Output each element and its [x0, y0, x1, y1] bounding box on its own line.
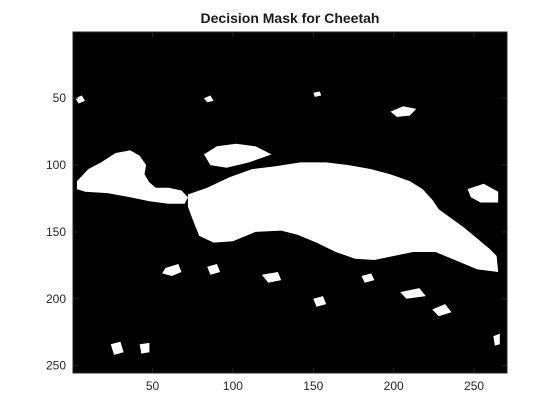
- x-tick-label: 150: [303, 379, 323, 393]
- x-tick-label: 50: [146, 379, 160, 393]
- mask-region-speck-13: [313, 91, 322, 97]
- mask-region-speck-4: [261, 272, 282, 283]
- y-axis: 50 100 150 200 250: [46, 91, 507, 373]
- mask-region-speck-7: [361, 273, 375, 283]
- y-tick-label: 250: [46, 359, 66, 373]
- mask-regions: [75, 91, 500, 355]
- mask-region-speck-10: [313, 296, 327, 307]
- mask-region-speck-1: [390, 106, 417, 117]
- axes-frame: [72, 31, 508, 374]
- y-tick-label: 200: [46, 292, 66, 306]
- mask-region-speck-12: [207, 264, 221, 275]
- mask-region-speck-5: [110, 341, 124, 355]
- x-tick-label: 200: [384, 379, 404, 393]
- plot-area: 50 100 150 200 250 50 100 150 200 250: [46, 31, 508, 393]
- mask-region-speck-6: [139, 342, 150, 354]
- mask-region-speck-9: [432, 304, 452, 317]
- x-tick-label: 100: [223, 379, 243, 393]
- y-tick-label: 150: [46, 225, 66, 239]
- mask-region-speck-8: [400, 288, 426, 299]
- mask-region-speck-14: [204, 95, 214, 103]
- y-tick-label: 50: [53, 91, 67, 105]
- mask-region-speck-3: [162, 264, 182, 276]
- chart-title: Decision Mask for Cheetah: [201, 10, 380, 26]
- mask-region-right-edge-blob: [467, 183, 499, 203]
- mask-region-cheetah-body: [187, 162, 499, 272]
- mask-region-upper-back-fringe: [204, 143, 272, 168]
- mask-region-front-leg-patch: [403, 193, 426, 220]
- mask-region-speck-2: [75, 95, 86, 104]
- x-tick-label: 250: [464, 379, 484, 393]
- y-tick-label: 100: [46, 158, 66, 172]
- x-axis: 50 100 150 200 250: [146, 32, 484, 393]
- mask-region-speck-11: [493, 333, 500, 346]
- mask-region-cheetah-head: [77, 150, 188, 204]
